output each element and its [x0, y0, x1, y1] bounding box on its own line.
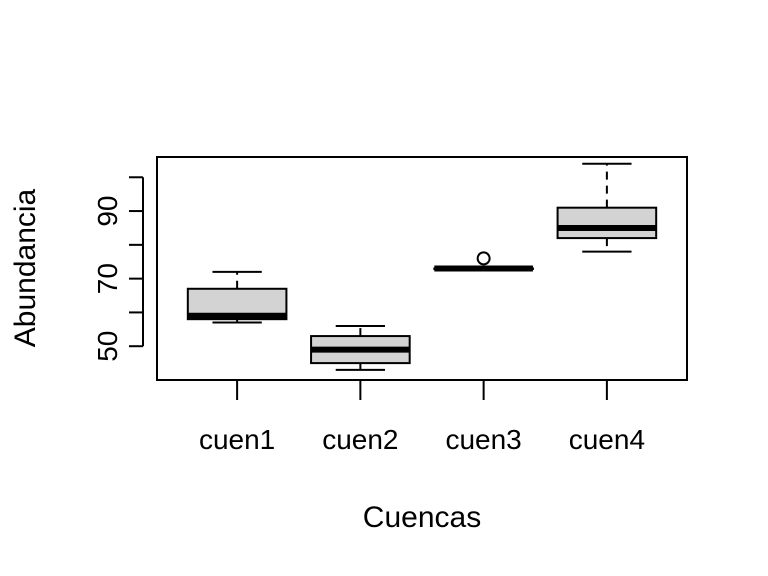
- x-axis: cuen1 cuen2 cuen3 cuen4: [199, 380, 645, 455]
- y-tick-label: 70: [92, 263, 123, 294]
- box-cuen1: [186, 270, 288, 324]
- x-tick-label: cuen2: [322, 424, 398, 455]
- x-tick-label: cuen4: [569, 424, 645, 455]
- box-cuen4: [556, 162, 658, 253]
- box-iqr: [556, 206, 658, 240]
- y-axis: 50 70 90: [92, 176, 144, 362]
- y-tick-label: 90: [92, 195, 123, 226]
- x-tick-label: cuen1: [199, 424, 275, 455]
- boxes: [186, 162, 658, 371]
- x-tick-label: cuen3: [445, 424, 521, 455]
- outlier-point: [476, 251, 491, 266]
- plot-frame: [156, 156, 688, 381]
- y-tick-label: 50: [92, 331, 123, 362]
- box-cuen3: [433, 251, 534, 272]
- y-axis-label: Abundancia: [9, 188, 42, 347]
- box-cuen2: [310, 324, 411, 371]
- x-axis-label: Cuencas: [363, 501, 481, 534]
